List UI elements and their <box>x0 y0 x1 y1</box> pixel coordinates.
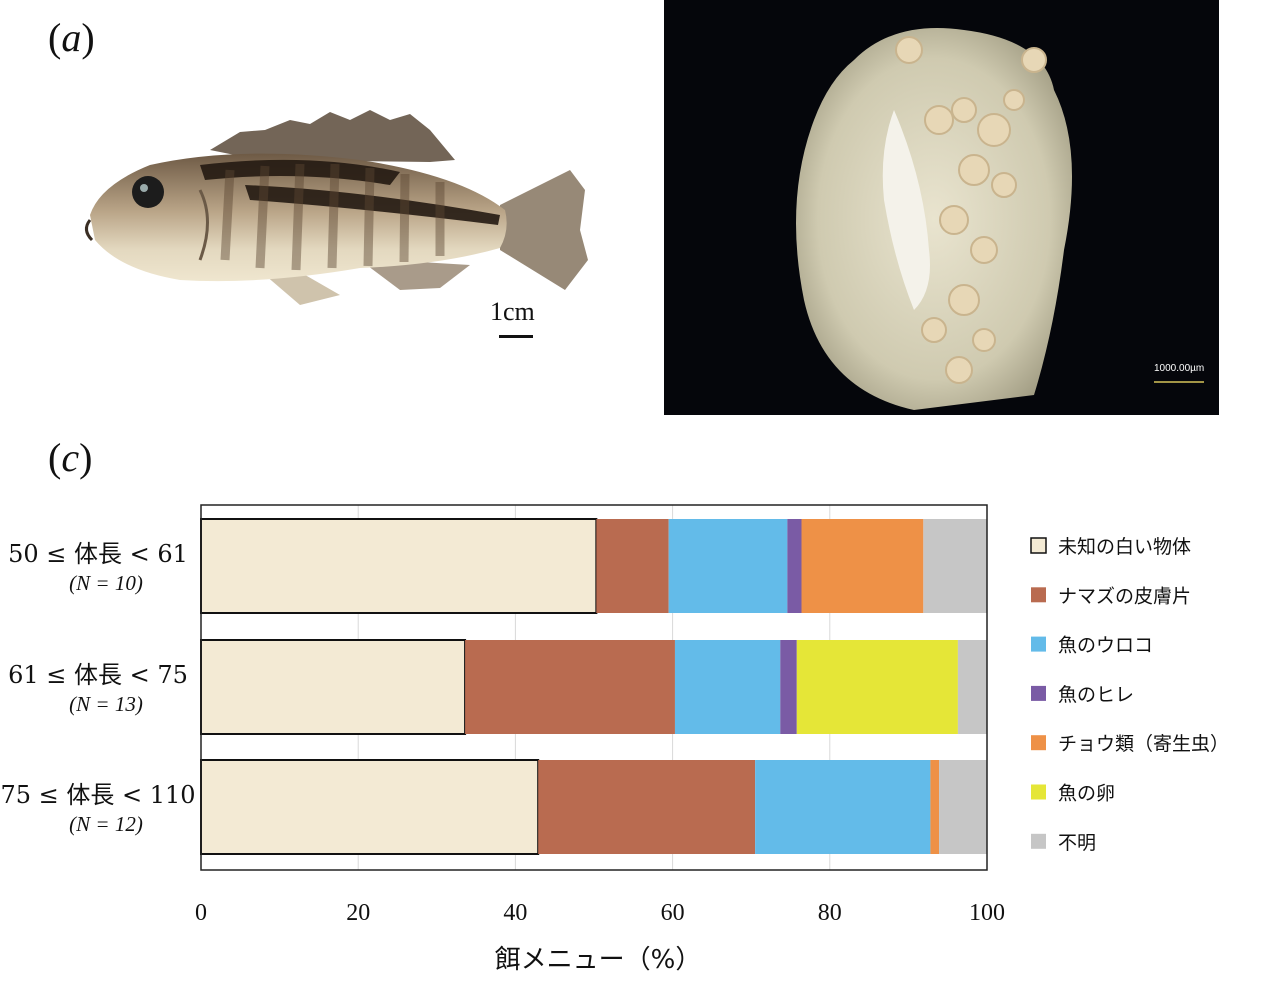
panel-label-a: (a) <box>48 15 95 60</box>
bar-segment-1-5 <box>801 519 924 613</box>
bar-segment-2-7 <box>957 640 987 734</box>
plot-frame <box>200 504 988 871</box>
x-tick-80: 80 <box>818 900 842 926</box>
bar-segment-3-3 <box>755 760 931 854</box>
bar-segment-1-3 <box>668 519 788 613</box>
category-n-1: (N = 10) <box>69 571 143 595</box>
panel-label-c: (c) <box>48 435 93 480</box>
legend-swatch-7 <box>1031 833 1046 849</box>
legend-label-2: ナマズの皮膚片 <box>1058 585 1191 607</box>
legend-label-3: 魚のウロコ <box>1058 635 1153 657</box>
bar-segment-1-2 <box>596 519 669 613</box>
legend-swatch-3 <box>1031 636 1046 652</box>
legend-label-1: 未知の白い物体 <box>1058 536 1191 558</box>
legend-label-7: 不明 <box>1058 832 1096 854</box>
legend-swatch-5 <box>1031 735 1046 751</box>
scale-bar-1cm <box>499 335 533 338</box>
fish-photo <box>85 110 588 305</box>
x-axis-title: 餌メニュー（%） <box>495 945 702 975</box>
bar-segment-3-7 <box>939 760 987 854</box>
bar-segment-1-4 <box>787 519 802 613</box>
micro-scale-label: 1000.00µm <box>1154 363 1205 374</box>
bar-segment-2-4 <box>780 640 797 734</box>
category-label-1: 50 ≤ 体長 < 61 <box>8 540 188 568</box>
category-labels: 50 ≤ 体長 < 61 (N = 10) 61 ≤ 体長 < 75 (N = 13)… <box>0 540 195 836</box>
bar-segment-2-1 <box>200 639 467 735</box>
bar-segment-1-1 <box>200 518 598 614</box>
stomach-content-image <box>796 28 1204 410</box>
bar-segment-3-1 <box>200 759 540 855</box>
x-tick-40: 40 <box>503 900 527 926</box>
category-label-3: 75 ≤ 体長 < 110 <box>0 781 195 809</box>
scale-label-1cm: 1cm <box>490 297 535 326</box>
x-tick-100: 100 <box>969 900 1005 926</box>
x-tick-60: 60 <box>661 900 685 926</box>
legend-swatch-6 <box>1031 784 1046 800</box>
legend-swatch-1 <box>1030 537 1047 554</box>
x-tick-labels: 0 20 40 60 80 100 <box>195 900 1005 926</box>
bar-segment-3-2 <box>538 760 756 854</box>
stomach-content-photo: 1000.00µm <box>664 0 1219 415</box>
bar-segment-3-5 <box>930 760 940 854</box>
x-tick-20: 20 <box>346 900 370 926</box>
chart-bars <box>200 518 987 855</box>
bar-segment-2-3 <box>674 640 781 734</box>
category-label-2: 61 ≤ 体長 < 75 <box>8 661 188 689</box>
bar-segment-2-2 <box>465 640 675 734</box>
bar-segment-1-7 <box>923 519 987 613</box>
legend-label-5: チョウ類（寄生虫） <box>1058 733 1229 755</box>
category-n-3: (N = 12) <box>69 812 143 836</box>
x-tick-0: 0 <box>195 900 207 926</box>
category-n-2: (N = 13) <box>69 692 143 716</box>
legend-label-6: 魚の卵 <box>1058 783 1115 805</box>
legend-label-4: 魚のヒレ <box>1058 684 1134 706</box>
legend-swatch-4 <box>1031 685 1046 701</box>
legend-swatch-2 <box>1031 587 1046 603</box>
bar-segment-2-6 <box>796 640 958 734</box>
